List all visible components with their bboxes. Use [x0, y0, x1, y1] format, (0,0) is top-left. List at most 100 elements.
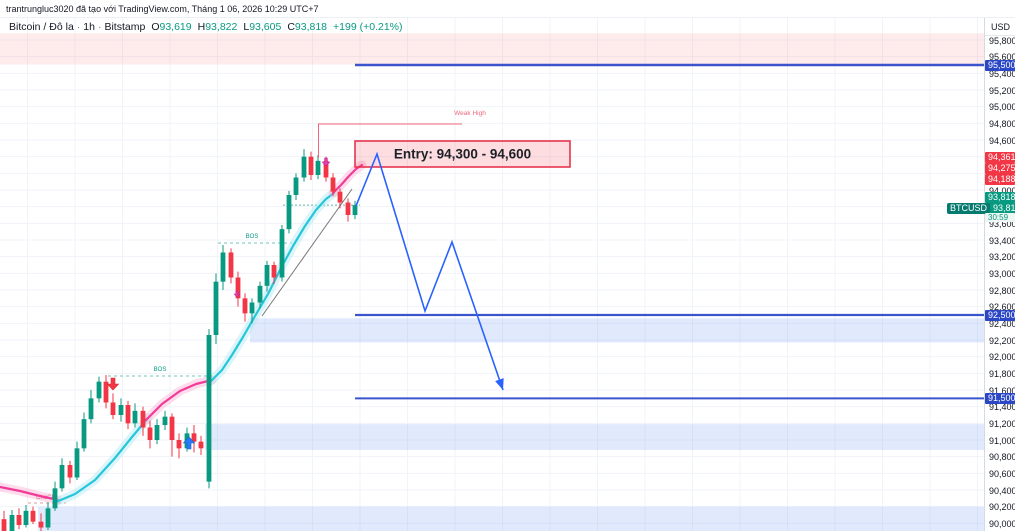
ribbon-halo-up	[51, 413, 153, 507]
candle-body	[110, 402, 116, 415]
axis-separator	[985, 35, 1015, 36]
candle-body	[147, 427, 153, 440]
candle-body	[279, 229, 285, 278]
projection-arrowhead	[495, 378, 504, 390]
candle-body	[264, 265, 270, 286]
candle-body	[154, 425, 160, 440]
ribbon-core-down	[0, 485, 60, 502]
candle-body	[23, 510, 29, 525]
attribution-text: trantrungluc3020 đã tạo với TradingView.…	[6, 4, 319, 14]
axis-tick-92400: 92,400	[989, 318, 1015, 329]
axis-tick-91800: 91,800	[989, 368, 1015, 379]
candle-body	[286, 195, 292, 230]
candle-body	[220, 252, 226, 282]
ribbon-core-up	[54, 416, 150, 504]
down-arrow-marker[interactable]	[233, 290, 241, 298]
weak-high-label: Weak High	[454, 110, 486, 117]
axis-tick-95800: 95,800	[989, 35, 1015, 46]
candle-body	[45, 508, 51, 528]
supply-zone[interactable]	[0, 33, 985, 65]
candle-body	[74, 448, 80, 478]
axis-tick-93200: 93,200	[989, 252, 1015, 263]
projection-path	[355, 151, 504, 391]
exchange-label[interactable]: Bitstamp	[104, 21, 146, 33]
candle-body	[228, 252, 234, 278]
symbol-badge: BTCUSD	[947, 202, 991, 214]
axis-tick-91600: 91,600	[989, 385, 1015, 396]
candle-body	[9, 515, 15, 531]
candle-body	[352, 205, 358, 215]
demand-zone-91000[interactable]	[205, 424, 985, 450]
candle-body	[52, 488, 58, 509]
markers[interactable]	[106, 157, 331, 450]
candle-body	[38, 521, 44, 528]
ribbon-core-down	[144, 378, 214, 422]
candle-body	[169, 416, 175, 440]
axis-tick-92200: 92,200	[989, 335, 1015, 346]
axis-tick-91000: 91,000	[989, 435, 1015, 446]
price-axis[interactable]: USD 90,000 90,200 90,400 90,600 90,800 91,000…	[947, 18, 1015, 531]
entry-box[interactable]: Entry: 94,300 - 94,600	[354, 140, 571, 168]
candle-body	[235, 277, 241, 299]
zones[interactable]	[0, 33, 985, 531]
axis-tick-95400: 95,400	[989, 68, 1015, 79]
axis-tick-94000: 94,000	[989, 185, 1015, 196]
up-arrow-marker[interactable]	[182, 436, 196, 450]
axis-price-label-95500: 95,500	[985, 59, 1015, 71]
demand-zone-90000[interactable]	[38, 506, 985, 531]
axis-tick-93000: 93,000	[989, 268, 1015, 279]
candle-body	[345, 202, 351, 215]
down-arrow-marker[interactable]	[106, 377, 120, 391]
candle-body	[242, 298, 248, 314]
candle-body	[308, 156, 314, 175]
candle-body	[30, 510, 36, 522]
axis-price-label-92500: 92,500	[985, 309, 1015, 321]
demand-zone-92300[interactable]	[250, 318, 985, 343]
candle-body	[118, 405, 124, 415]
interval-label[interactable]: 1h	[83, 21, 95, 33]
ohlc-key: C	[287, 21, 295, 33]
candle-body	[88, 398, 94, 420]
axis-price-label-94188: 94,188	[985, 174, 1015, 185]
weak-high-drawing[interactable]: Weak High	[318, 110, 486, 158]
ohlc-value: 93,605	[249, 21, 282, 33]
attribution-bar: trantrungluc3020 đã tạo với TradingView.…	[0, 0, 1015, 18]
axis-price-label-94361: 94,361	[985, 152, 1015, 163]
ribbon-core-down	[331, 163, 364, 195]
candle-body	[213, 281, 219, 335]
axis-tick-95200: 95,200	[989, 85, 1015, 96]
candle-body	[198, 441, 204, 449]
ohlc-key: O	[151, 21, 160, 33]
axis-price-label-91500: 91,500	[985, 392, 1015, 404]
symbol-title[interactable]: Bitcoin / Đô la	[9, 21, 74, 33]
candle-body	[330, 177, 336, 192]
candle-body	[293, 177, 299, 195]
axis-tick-92600: 92,600	[989, 302, 1015, 313]
chart-legend: Bitcoin / Đô la · 1h · Bitstamp O93,619 H93,82…	[9, 21, 403, 33]
axis-price-label-93818: 93,818	[985, 192, 1015, 203]
candle-body	[337, 191, 343, 203]
grid	[0, 18, 985, 531]
candle-body	[315, 160, 321, 175]
candle-body	[323, 160, 329, 178]
entry-box-rect	[354, 140, 571, 168]
axis-currency-label: USD	[991, 22, 1011, 32]
ohlc-key: H	[197, 21, 206, 33]
candle-body	[249, 302, 255, 314]
axis-tick-90000: 90,000	[989, 518, 1015, 529]
trendline[interactable]	[261, 188, 353, 317]
axis-tick-90800: 90,800	[989, 452, 1015, 463]
ohlc-value: 93,619	[159, 21, 192, 33]
level-lines[interactable]	[355, 63, 985, 400]
ohlc-value: 93,822	[205, 21, 238, 33]
down-arrow-marker[interactable]	[321, 157, 331, 167]
candle-body	[96, 381, 102, 399]
ribbon-halo-down	[141, 375, 217, 425]
candle-body	[59, 465, 65, 489]
projection-arrow[interactable]	[355, 151, 504, 391]
ohlc-key: L	[243, 21, 250, 33]
